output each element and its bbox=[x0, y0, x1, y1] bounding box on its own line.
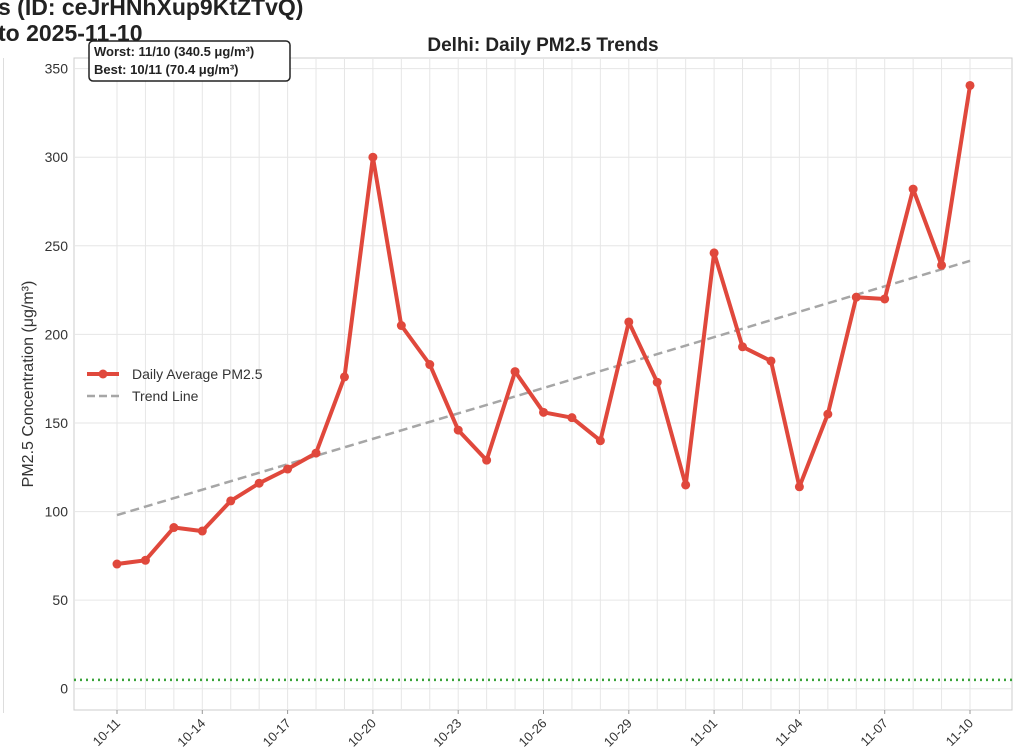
data-point-10-20 bbox=[368, 152, 378, 162]
x-tick-label-11-04: 11-04 bbox=[772, 716, 805, 749]
y-axis-label: PM2.5 Concentration (μg/m³) bbox=[20, 281, 37, 488]
trend-line bbox=[116, 259, 971, 517]
data-point-10-29 bbox=[624, 317, 634, 327]
x-tick-label-10-17: 10-17 bbox=[260, 716, 294, 750]
y-tick-label-200: 200 bbox=[45, 326, 69, 342]
data-point-10-18 bbox=[311, 448, 321, 458]
stats-annotation-box bbox=[88, 40, 291, 82]
data-point-10-15 bbox=[226, 496, 236, 506]
data-point-11-07 bbox=[880, 294, 890, 304]
data-point-10-22 bbox=[425, 360, 435, 370]
stats-annotation: Worst: 11/10 (340.5 μg/m³) Best: 10/11 (… bbox=[88, 40, 291, 82]
y-tick-label-50: 50 bbox=[52, 592, 68, 608]
series-layer bbox=[112, 80, 975, 569]
x-tick-label-10-11: 10-11 bbox=[90, 716, 123, 749]
data-point-10-13 bbox=[169, 523, 179, 533]
data-point-10-28 bbox=[595, 436, 605, 446]
data-point-10-26 bbox=[539, 407, 548, 417]
x-tick-label-11-01: 11-01 bbox=[687, 716, 720, 749]
data-point-10-21 bbox=[396, 321, 406, 331]
data-point-11-05 bbox=[823, 409, 833, 419]
y-tick-label-250: 250 bbox=[45, 238, 69, 254]
data-point-11-03 bbox=[766, 356, 776, 366]
data-point-11-09 bbox=[937, 260, 947, 270]
x-tick-label-10-23: 10-23 bbox=[430, 716, 464, 750]
x-tick-label-10-14: 10-14 bbox=[174, 716, 208, 750]
data-point-10-31 bbox=[681, 480, 691, 490]
data-point-10-17 bbox=[283, 464, 293, 474]
legend-trend-label: Trend Line bbox=[132, 388, 199, 404]
adjacent-panel-edge bbox=[0, 58, 4, 713]
data-point-10-25 bbox=[510, 367, 520, 377]
data-point-10-12 bbox=[140, 555, 150, 565]
grid-layer bbox=[74, 58, 1012, 710]
x-tick-label-10-26: 10-26 bbox=[516, 716, 550, 750]
data-point-10-14 bbox=[197, 526, 207, 536]
chart-title: Delhi: Daily PM2.5 Trends bbox=[427, 35, 658, 56]
figure-suptitle: s (ID: ceJrHNhXup9KtZTvQ) to 2025-11-10 bbox=[0, 0, 303, 46]
annotation-best: Best: 10/11 (70.4 μg/m³) bbox=[94, 62, 239, 77]
y-tick-label-350: 350 bbox=[45, 61, 69, 77]
data-point-10-23 bbox=[453, 425, 463, 435]
legend: Daily Average PM2.5 Trend Line bbox=[87, 366, 263, 404]
trend-layer bbox=[116, 259, 971, 517]
data-point-11-10 bbox=[965, 80, 975, 90]
y-tick-label-150: 150 bbox=[45, 415, 69, 431]
data-point-11-02 bbox=[738, 342, 748, 352]
y-tick-label-100: 100 bbox=[45, 504, 69, 520]
x-tick-label-10-29: 10-29 bbox=[601, 716, 635, 750]
data-point-10-11 bbox=[112, 559, 122, 569]
data-point-10-27 bbox=[567, 413, 577, 423]
data-point-11-04 bbox=[794, 482, 804, 492]
annotation-worst: Worst: 11/10 (340.5 μg/m³) bbox=[94, 44, 254, 59]
suptitle-line-1: s (ID: ceJrHNhXup9KtZTvQ) bbox=[0, 0, 304, 20]
legend-series-label: Daily Average PM2.5 bbox=[132, 366, 263, 382]
legend-series-marker bbox=[98, 369, 108, 379]
data-point-11-01 bbox=[709, 248, 719, 258]
data-point-10-16 bbox=[254, 478, 264, 488]
data-point-10-19 bbox=[339, 372, 349, 382]
suptitle-line-2: to 2025-11-10 bbox=[0, 20, 143, 46]
x-tick-label-11-07: 11-07 bbox=[857, 716, 890, 749]
y-tick-label-0: 0 bbox=[60, 681, 68, 697]
x-tick-label-11-10: 11-10 bbox=[943, 716, 976, 749]
data-point-11-08 bbox=[908, 184, 918, 194]
data-point-10-24 bbox=[482, 455, 492, 465]
x-tick-label-10-20: 10-20 bbox=[345, 716, 379, 750]
y-tick-label-300: 300 bbox=[45, 149, 69, 165]
data-point-10-30 bbox=[652, 377, 662, 387]
data-point-11-06 bbox=[851, 292, 861, 302]
